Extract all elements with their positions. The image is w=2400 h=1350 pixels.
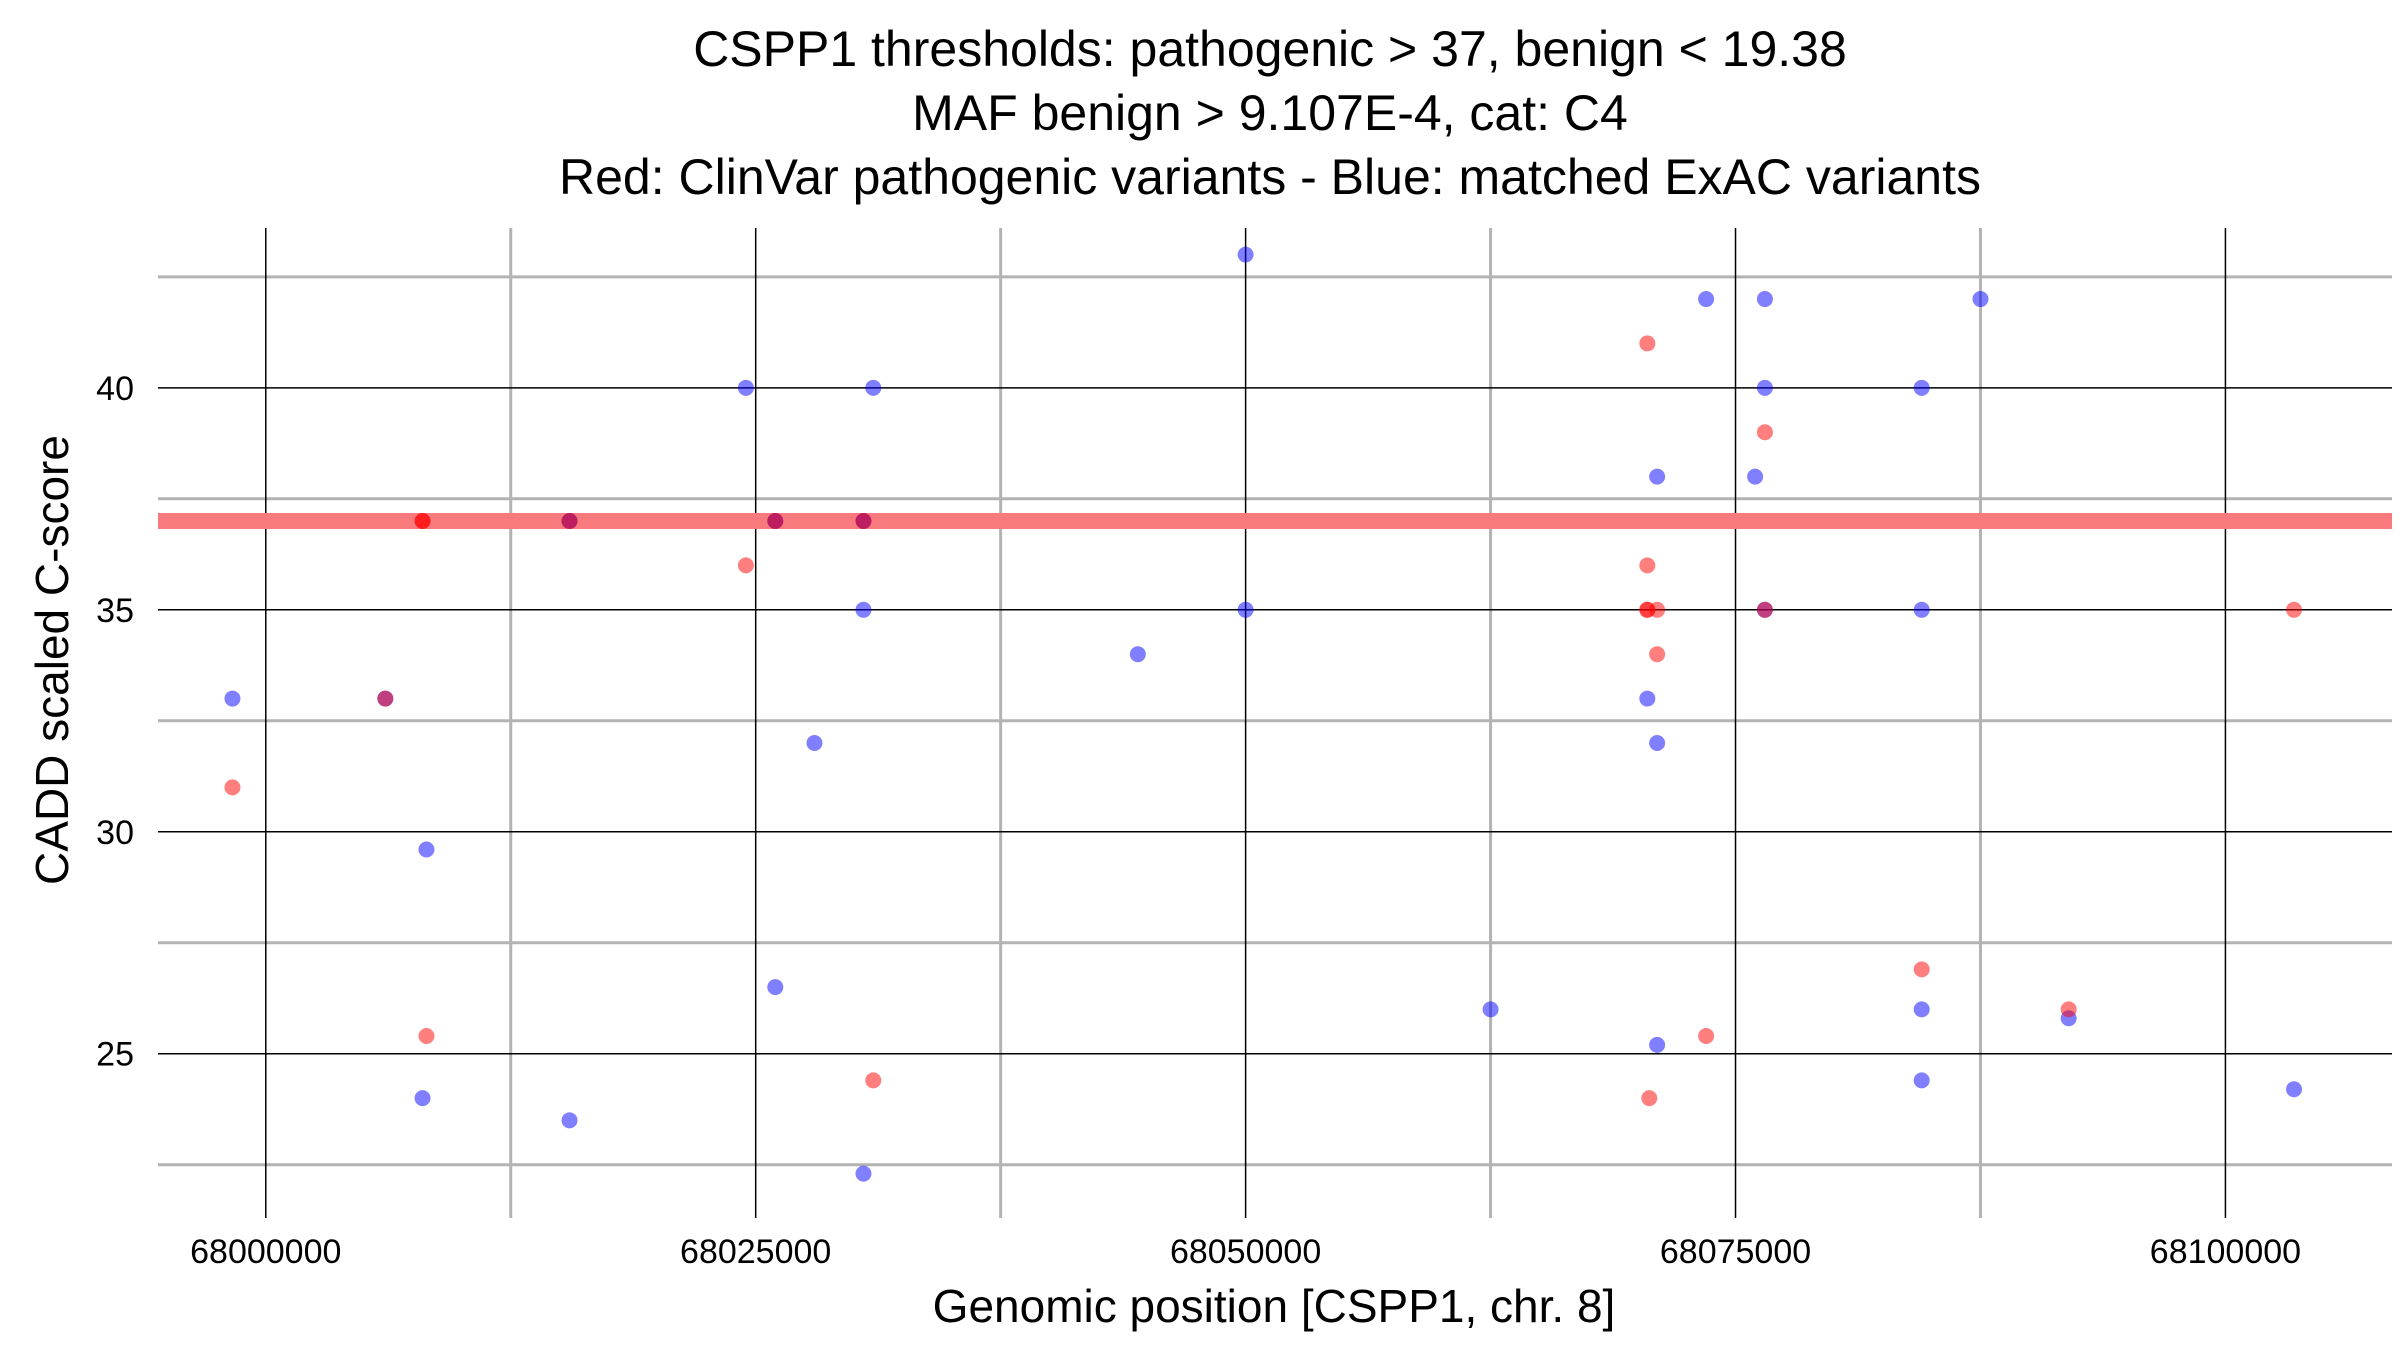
- exac-point: [1482, 1001, 1499, 1018]
- clinvar-point: [418, 1027, 435, 1044]
- clinvar-point: [855, 513, 872, 530]
- minor-gridlines: [158, 228, 2392, 1218]
- exac-point: [1913, 1072, 1930, 1089]
- exac-point: [1649, 1036, 1666, 1053]
- exac-point: [1972, 291, 1989, 308]
- x-tick-label: 68025000: [680, 1233, 831, 1271]
- x-tick-label: 68000000: [190, 1233, 341, 1271]
- clinvar-point: [414, 513, 431, 530]
- y-tick-label: 25: [96, 1036, 134, 1074]
- clinvar-point: [561, 513, 578, 530]
- chart-title-line-3: Red: ClinVar pathogenic variants - Blue:…: [559, 149, 1981, 205]
- exac-point: [1698, 291, 1715, 308]
- clinvar-point: [377, 690, 394, 707]
- x-tick-label: 68050000: [1170, 1233, 1321, 1271]
- exac-point: [224, 690, 241, 707]
- exac-point: [1639, 690, 1656, 707]
- clinvar-point: [865, 1072, 882, 1089]
- clinvar-point: [1649, 601, 1666, 618]
- exac-point: [1913, 1001, 1930, 1018]
- x-axis-label: Genomic position [CSPP1, chr. 8]: [933, 1280, 1616, 1332]
- clinvar-point: [1641, 1090, 1658, 1107]
- clinvar-point: [1639, 557, 1656, 574]
- major-gridlines: [158, 228, 2392, 1218]
- y-tick-label: 35: [96, 592, 134, 630]
- exac-point: [1913, 379, 1930, 396]
- exac-point: [1237, 246, 1254, 263]
- exac-point: [1913, 601, 1930, 618]
- clinvar-point: [1756, 424, 1773, 441]
- y-axis-label: CADD scaled C-score: [26, 435, 78, 885]
- exac-point: [1649, 468, 1666, 485]
- exac-point: [2286, 1081, 2303, 1098]
- chart-title-line-2: MAF benign > 9.107E-4, cat: C4: [912, 85, 1628, 141]
- x-tick-label: 68075000: [1660, 1233, 1811, 1271]
- exac-point: [1649, 734, 1666, 751]
- clinvar-point: [2286, 601, 2303, 618]
- clinvar-point: [1649, 646, 1666, 663]
- clinvar-point: [2060, 1001, 2077, 1018]
- clinvar-point: [767, 513, 784, 530]
- y-tick-label: 40: [96, 370, 134, 408]
- clinvar-point: [1913, 961, 1930, 978]
- exac-point: [418, 841, 435, 858]
- exac-point: [737, 379, 754, 396]
- chart-title: CSPP1 thresholds: pathogenic > 37, benig…: [559, 21, 1981, 205]
- clinvar-point: [1756, 601, 1773, 618]
- exac-point: [1747, 468, 1764, 485]
- exac-point: [561, 1112, 578, 1129]
- data-points: [224, 246, 2303, 1182]
- exac-point: [855, 601, 872, 618]
- exac-point: [1237, 601, 1254, 618]
- exac-point: [414, 1090, 431, 1107]
- y-tick-label: 30: [96, 814, 134, 852]
- chart-title-line-1: CSPP1 thresholds: pathogenic > 37, benig…: [693, 21, 1847, 77]
- clinvar-point: [224, 779, 241, 796]
- exac-point: [1756, 379, 1773, 396]
- exac-point: [1756, 291, 1773, 308]
- clinvar-point: [1698, 1027, 1715, 1044]
- y-axis-tick-labels: 25 30 35 40: [96, 370, 134, 1074]
- clinvar-point: [1639, 335, 1656, 352]
- exac-point: [855, 1165, 872, 1182]
- x-axis-tick-labels: 68000000 68025000 68050000 68075000 68100000: [190, 1233, 2301, 1271]
- x-tick-label: 68100000: [2150, 1233, 2301, 1271]
- exac-point: [806, 734, 823, 751]
- exac-point: [1129, 646, 1146, 663]
- exac-point: [767, 979, 784, 996]
- clinvar-point: [737, 557, 754, 574]
- exac-point: [865, 379, 882, 396]
